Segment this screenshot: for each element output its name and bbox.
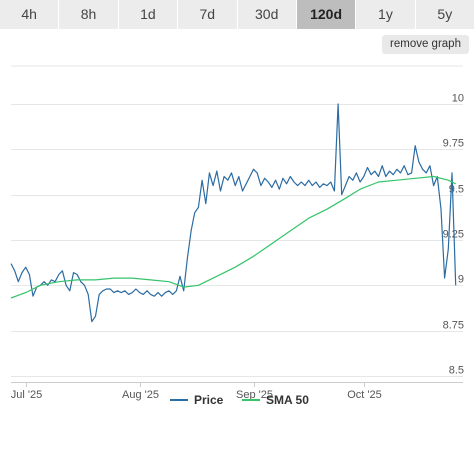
tab-4h[interactable]: 4h [0, 0, 60, 29]
y-tick-label: 9.75 [443, 138, 464, 150]
y-tick-label: 10 [452, 93, 464, 105]
legend-price-label: Price [194, 393, 224, 407]
x-tick-label: Jul '25 [11, 389, 42, 401]
legend-price[interactable]: Price [170, 393, 223, 407]
tab-30d[interactable]: 30d [238, 0, 297, 29]
x-tick-label: Oct '25 [347, 389, 382, 401]
sma-series-line [10, 175, 456, 299]
legend-price-swatch [170, 399, 188, 401]
remove-graph-button[interactable]: remove graph [382, 35, 469, 54]
tab-1d[interactable]: 1d [119, 0, 179, 29]
tab-5y[interactable]: 5y [437, 6, 453, 22]
price-series-line [10, 103, 457, 323]
y-tick-label: 9 [458, 274, 464, 286]
tab-120d[interactable]: 120d [296, 0, 357, 29]
legend-sma-swatch [242, 399, 260, 401]
y-tick-label: 9.25 [443, 229, 464, 241]
x-tick-label: Sep '25 [236, 389, 273, 401]
tab-8h[interactable]: 8h [59, 0, 119, 29]
chart-legend: Price SMA 50 [0, 393, 474, 409]
x-tick-label: Aug '25 [122, 389, 159, 401]
legend-sma-label: SMA 50 [266, 393, 309, 407]
y-tick-label: 8.5 [449, 365, 464, 377]
legend-sma[interactable]: SMA 50 [242, 393, 309, 407]
range-tabs: 4h 8h 1d 7d 30d 120d 1y 5y [0, 0, 474, 29]
y-tick-label: 8.75 [443, 320, 464, 332]
tab-1y[interactable]: 1y [356, 0, 416, 29]
tab-7d[interactable]: 7d [178, 0, 238, 29]
